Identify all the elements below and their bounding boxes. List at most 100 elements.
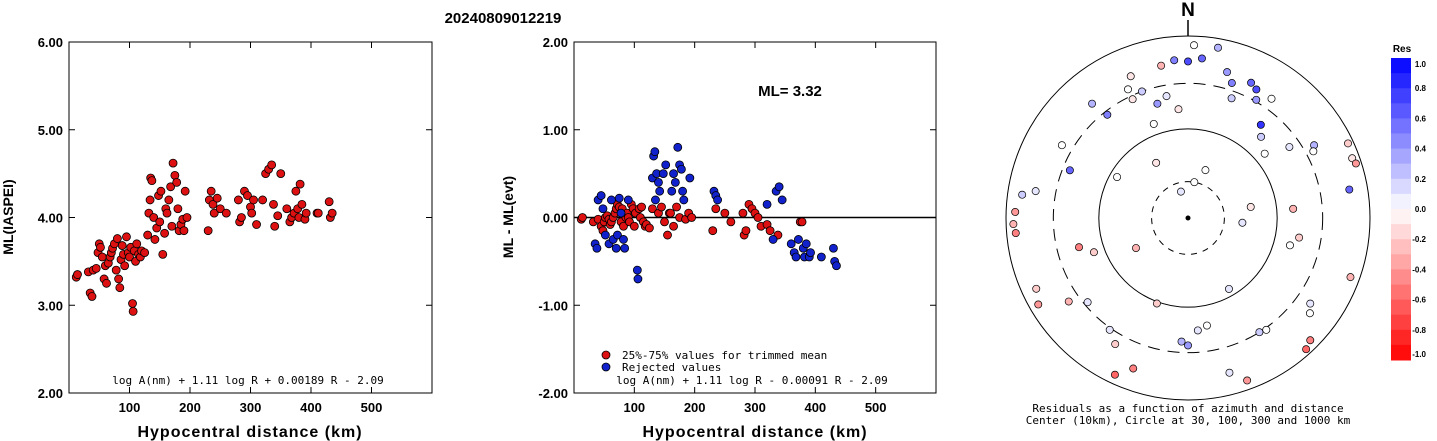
legend-marker-rejected bbox=[601, 362, 611, 372]
station-marker bbox=[1225, 368, 1234, 377]
station-marker bbox=[1031, 187, 1040, 196]
station-marker bbox=[1128, 95, 1137, 104]
left-data-point bbox=[313, 208, 323, 218]
mid-formula: log A(nm) + 1.11 log R - 0.00091 R - 2.0… bbox=[616, 374, 888, 387]
left-data-point bbox=[203, 226, 213, 236]
left-data-point bbox=[273, 211, 283, 221]
station-marker bbox=[1285, 143, 1294, 151]
rejected-data-point bbox=[777, 195, 787, 205]
station-marker bbox=[1246, 202, 1255, 211]
rejected-data-point bbox=[596, 191, 606, 200]
trimmed-data-point bbox=[753, 213, 763, 222]
rejected-data-point bbox=[762, 199, 772, 209]
colorbar-tick-label: -0.4 bbox=[1412, 265, 1426, 274]
left-data-point bbox=[182, 213, 192, 222]
colorbar-cell bbox=[1391, 88, 1411, 104]
station-marker bbox=[1255, 328, 1264, 337]
station-marker bbox=[1124, 85, 1132, 94]
station-marker bbox=[1227, 79, 1236, 87]
left-data-point bbox=[209, 208, 219, 218]
rejected-data-point bbox=[768, 235, 778, 244]
left-data-point bbox=[297, 199, 307, 209]
left-data-point bbox=[221, 208, 231, 218]
colorbar-cell bbox=[1391, 133, 1411, 150]
left-data-point bbox=[269, 199, 278, 209]
station-marker bbox=[1306, 336, 1315, 345]
trimmed-data-point bbox=[738, 208, 748, 218]
station-marker bbox=[1088, 99, 1097, 108]
rejected-data-point bbox=[623, 195, 633, 205]
station-marker bbox=[1126, 72, 1135, 81]
colorbar-cell bbox=[1391, 269, 1411, 285]
trimmed-data-point bbox=[720, 208, 730, 218]
left-data-point bbox=[120, 261, 130, 271]
left-data-point bbox=[327, 208, 337, 218]
station-marker bbox=[1157, 61, 1166, 70]
colorbar-cell bbox=[1391, 209, 1411, 225]
left-data-point bbox=[295, 179, 305, 189]
station-marker bbox=[1034, 300, 1043, 309]
station-marker bbox=[1243, 376, 1252, 385]
left-data-point bbox=[164, 195, 174, 205]
rejected-data-point bbox=[832, 261, 841, 271]
colorbar-cell bbox=[1391, 329, 1411, 346]
left-data-point bbox=[73, 270, 82, 279]
left-data-point bbox=[215, 204, 225, 214]
left-data-point bbox=[206, 186, 216, 196]
rejected-data-point bbox=[685, 173, 695, 183]
rejected-data-point bbox=[678, 186, 687, 196]
mid-xtick-label: 100 bbox=[623, 400, 645, 415]
left-data-point bbox=[158, 249, 168, 259]
station-marker bbox=[1009, 220, 1018, 229]
colorbar-ticks: 1.0 0.8 0.6 0.4 0.2 0.0 -0.2 -0.4 -0.6 -0.8 -1.0 bbox=[1412, 60, 1426, 359]
station-marker bbox=[1346, 273, 1355, 282]
station-marker bbox=[1289, 204, 1298, 213]
trimmed-data-point bbox=[660, 217, 669, 227]
station-marker bbox=[1252, 95, 1261, 104]
colorbar-tick-label: -1.0 bbox=[1412, 350, 1426, 359]
station-marker bbox=[1227, 94, 1236, 103]
left-y-ticks: 2.00 3.00 4.00 5.00 6.00 bbox=[38, 35, 432, 401]
left-data-point bbox=[324, 197, 334, 207]
rejected-data-point bbox=[611, 243, 621, 253]
left-data-point bbox=[167, 221, 177, 231]
station-marker bbox=[1262, 325, 1271, 334]
left-data-point bbox=[162, 208, 172, 218]
legend-marker-trimmed bbox=[601, 350, 611, 360]
colorbar-tick-label: 0.4 bbox=[1415, 145, 1427, 154]
colorbar-cell bbox=[1391, 239, 1411, 255]
mid-y-axis-label: ML - ML(evt) bbox=[500, 176, 516, 258]
trimmed-data-point bbox=[648, 204, 657, 214]
colorbar-tick-label: 0.0 bbox=[1415, 205, 1427, 214]
left-ytick-label: 3.00 bbox=[38, 298, 63, 313]
rejected-data-point bbox=[655, 186, 665, 196]
station-marker bbox=[1184, 341, 1192, 350]
station-marker bbox=[1201, 166, 1210, 175]
station-marker bbox=[1075, 243, 1083, 252]
station-marker bbox=[1345, 185, 1354, 194]
left-ytick-label: 2.00 bbox=[38, 386, 63, 401]
left-data-point bbox=[160, 228, 169, 238]
left-ytick-label: 6.00 bbox=[38, 35, 63, 50]
distance-ring-1000km bbox=[1005, 35, 1371, 401]
trimmed-data-point bbox=[619, 221, 628, 231]
mid-xtick-label: 400 bbox=[804, 400, 826, 415]
left-data-point bbox=[282, 204, 292, 214]
station-marker bbox=[1110, 370, 1119, 379]
station-marker bbox=[1111, 340, 1120, 349]
left-data-point bbox=[208, 199, 218, 209]
left-data-point bbox=[247, 208, 257, 218]
station-marker bbox=[1257, 132, 1266, 141]
trimmed-data-point bbox=[645, 223, 654, 233]
station-marker bbox=[1306, 299, 1315, 308]
trimmed-data-point bbox=[765, 226, 775, 236]
colorbar-cell bbox=[1391, 314, 1411, 331]
rejected-data-point bbox=[613, 230, 622, 240]
left-data-point bbox=[140, 248, 150, 258]
colorbar-tick-label: 0.2 bbox=[1415, 175, 1427, 184]
left-data-point bbox=[301, 208, 311, 218]
station-marker bbox=[1177, 337, 1186, 346]
rejected-data-point bbox=[616, 208, 626, 218]
station-marker bbox=[1256, 120, 1265, 129]
left-data-point bbox=[267, 160, 277, 170]
